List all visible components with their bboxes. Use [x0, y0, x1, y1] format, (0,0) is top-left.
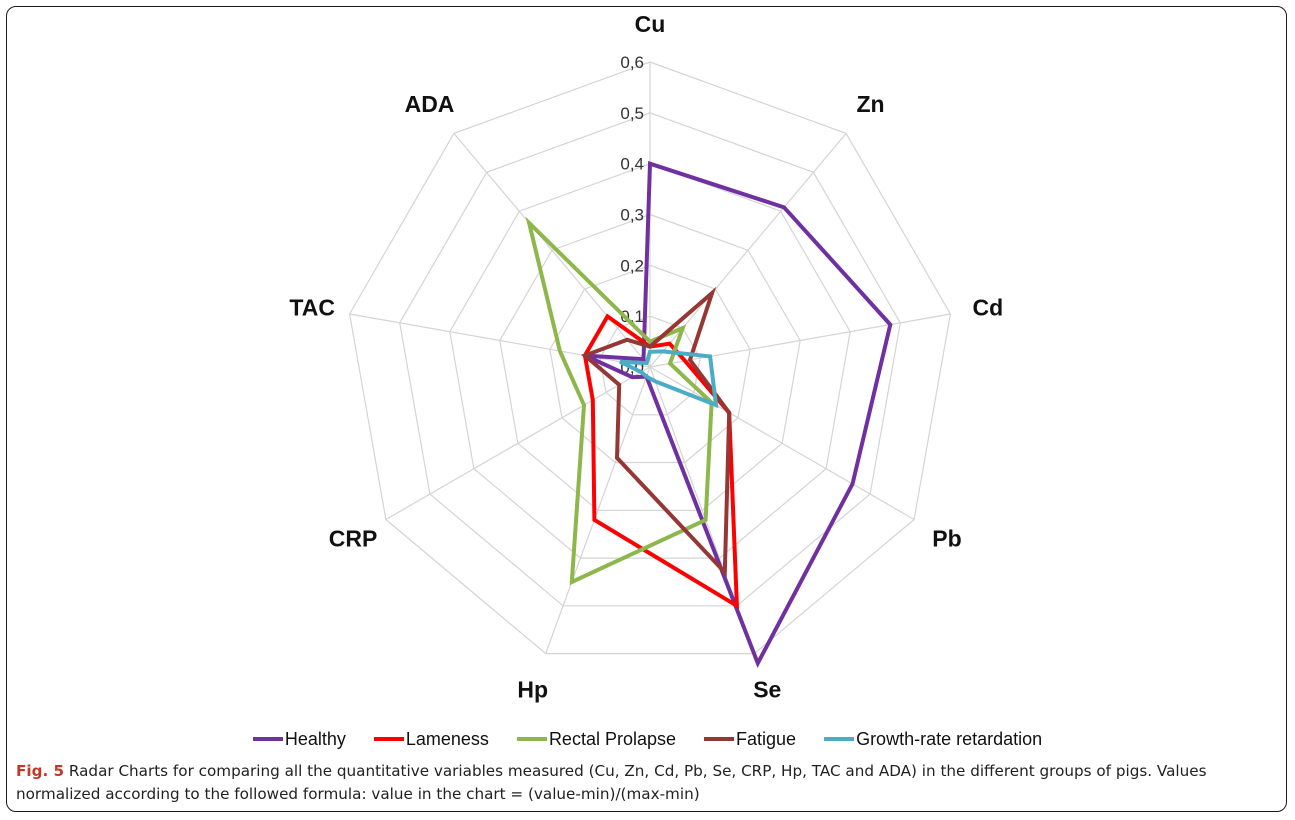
radar-chart: 0,00,10,20,30,40,50,6 CuZnCdPbSeHpCRPTAC… [289, 11, 1003, 702]
axis-label-cu: Cu [635, 11, 666, 37]
axis-label-zn: Zn [856, 91, 884, 117]
grid-spoke [453, 133, 651, 368]
legend-swatch [824, 737, 855, 741]
radar-series [525, 160, 893, 669]
legend-label: Healthy [284, 728, 346, 749]
axis-label-pb: Pb [932, 526, 961, 552]
axis-labels: Cu Zn Cd Pb Se Hp CRP TAC ADA [289, 11, 1003, 702]
axis-label-crp: CRP [329, 526, 378, 552]
tick-label: 0,3 [620, 206, 644, 225]
legend-label: Fatigue [736, 728, 797, 749]
axis-label-tac: TAC [289, 294, 335, 320]
legend-item: Rectal Prolapse [516, 728, 677, 750]
legend-swatch [252, 737, 283, 741]
tick-label: 0,1 [620, 307, 644, 326]
figure-frame [6, 6, 1287, 812]
legend-item: Healthy [252, 728, 346, 750]
legend-item: Growth-rate retardation [824, 729, 1042, 750]
axis-label-cd: Cd [972, 294, 1003, 320]
axis-label-se: Se [753, 676, 781, 702]
caption-text: Radar Charts for comparing all the quant… [16, 762, 1207, 803]
series-line-rectal-prolapse [525, 216, 714, 586]
figure-label: Fig. 5 [16, 762, 65, 780]
tick-label: 0,4 [620, 155, 644, 174]
grid-ring [348, 61, 952, 655]
legend-swatch [704, 737, 735, 741]
grid-ring [599, 315, 701, 416]
tick-label: 0,5 [620, 104, 644, 123]
grid-spoke [385, 366, 651, 521]
chart-legend: Healthy Lameness Rectal Prolapse Fatigue Gro… [0, 727, 1295, 751]
grid-spoke [545, 366, 651, 654]
series-line-fatigue [581, 286, 732, 578]
grid-ring [399, 112, 901, 607]
grid-spoke [649, 366, 915, 521]
legend-label: Growth-rate retardation [856, 728, 1043, 749]
legend-item: Fatigue [704, 729, 796, 750]
grid-ring [499, 213, 801, 511]
series-line-growth-rate-retardation [619, 349, 719, 409]
legend-label: Rectal Prolapse [548, 728, 677, 749]
legend-label: Lameness [405, 728, 489, 749]
legend-swatch [373, 737, 404, 741]
axis-label-hp: Hp [517, 676, 548, 702]
grid-spoke [649, 313, 951, 368]
grid-ring [549, 264, 751, 464]
figure-caption: Fig. 5 Radar Charts for comparing all th… [16, 760, 1278, 806]
tick-label: 0,6 [620, 53, 644, 72]
legend-item: Lameness [373, 728, 489, 750]
axis-label-ada: ADA [405, 91, 455, 117]
tick-label: 0,2 [620, 256, 644, 275]
grid-ring [449, 163, 851, 559]
legend-swatch [516, 737, 547, 741]
